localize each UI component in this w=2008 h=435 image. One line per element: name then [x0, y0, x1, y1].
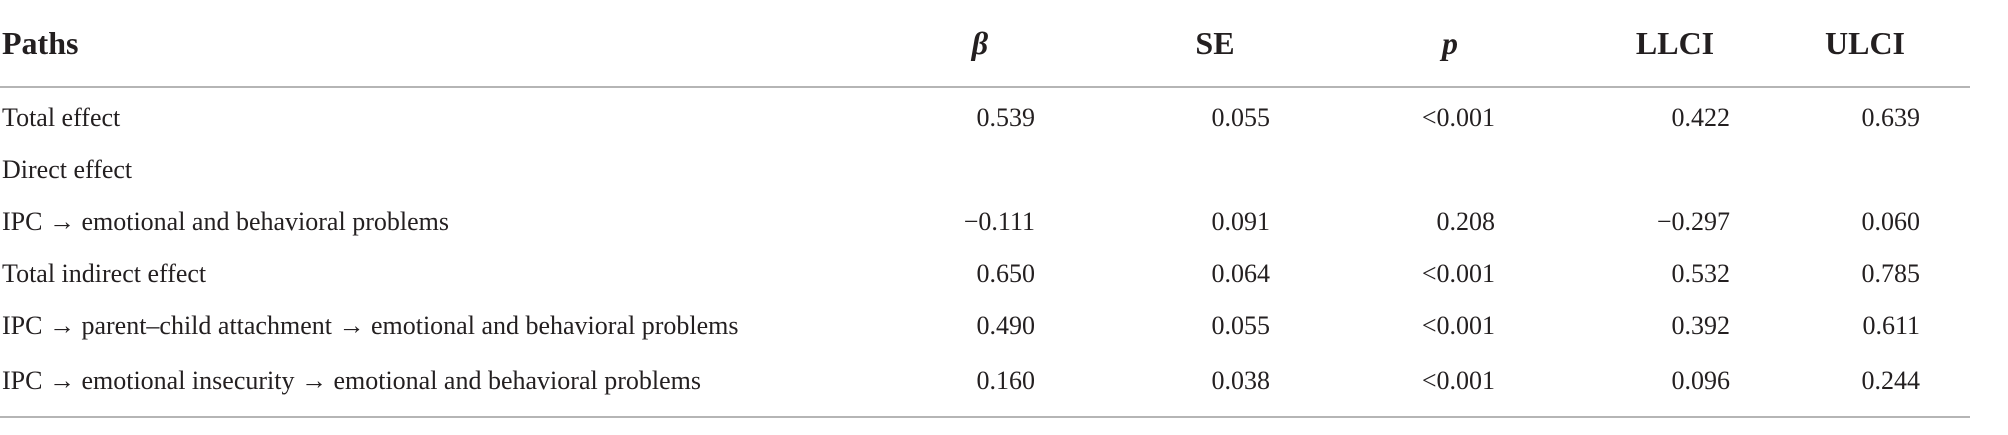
table-row: Total indirect effect 0.650 0.064 <0.001…: [0, 248, 1970, 300]
value-beta: 0.490: [976, 311, 1036, 340]
cell-beta: 0.539: [840, 87, 1120, 144]
table-row: Total effect 0.539 0.055 <0.001 0.422 0.…: [0, 87, 1970, 144]
cell-ulci: 0.611: [1760, 300, 1970, 352]
cell-path: IPC → emotional and behavioral problems: [2, 207, 449, 236]
cell-p: [1310, 144, 1590, 196]
value-p: <0.001: [1421, 103, 1495, 132]
table-row: IPC → emotional and behavioral problems …: [0, 196, 1970, 248]
cell-p: 0.208: [1310, 196, 1590, 248]
table-row: IPC → parent–child attachment → emotiona…: [0, 300, 1970, 352]
cell-se: 0.055: [1120, 87, 1310, 144]
cell-ulci: 0.244: [1760, 352, 1970, 418]
value-beta: 0.160: [976, 366, 1036, 395]
value-llci: 0.096: [1671, 366, 1731, 395]
value-p: 0.208: [1436, 207, 1496, 236]
value-beta: −0.111: [963, 207, 1035, 236]
header-p: p: [1310, 0, 1590, 88]
header-se: SE: [1120, 0, 1310, 88]
value-p: <0.001: [1421, 366, 1495, 395]
cell-beta: 0.490: [840, 300, 1120, 352]
cell-p: <0.001: [1310, 87, 1590, 144]
cell-se: 0.064: [1120, 248, 1310, 300]
table-row: IPC → emotional insecurity → emotional a…: [0, 352, 1970, 418]
value-beta: 0.650: [976, 259, 1036, 288]
header-paths: Paths: [0, 0, 840, 88]
cell-se: 0.038: [1120, 352, 1310, 418]
cell-se: [1120, 144, 1310, 196]
cell-ulci: [1760, 144, 1970, 196]
value-ulci: 0.785: [1861, 259, 1921, 288]
value-ulci: 0.244: [1861, 366, 1921, 395]
cell-beta: [840, 144, 1120, 196]
cell-se: 0.055: [1120, 300, 1310, 352]
cell-path: IPC → emotional insecurity → emotional a…: [0, 352, 840, 418]
cell-path: Direct effect: [2, 155, 133, 184]
cell-path: Total indirect effect: [2, 259, 207, 288]
value-ulci: 0.639: [1861, 103, 1921, 132]
cell-llci: 0.392: [1590, 300, 1760, 352]
cell-llci: [1590, 144, 1760, 196]
value-se: 0.055: [1211, 311, 1271, 340]
cell-p: <0.001: [1310, 352, 1590, 418]
cell-beta: 0.160: [840, 352, 1120, 418]
mediation-effects-table: Paths β SE p LLCI ULCI Total effect 0.53…: [0, 0, 1970, 418]
cell-beta: 0.650: [840, 248, 1120, 300]
value-ulci: 0.611: [1862, 311, 1920, 340]
value-se: 0.038: [1211, 366, 1271, 395]
header-beta: β: [840, 0, 1120, 88]
value-se: 0.091: [1211, 207, 1271, 236]
value-ulci: 0.060: [1861, 207, 1921, 236]
cell-se: 0.091: [1120, 196, 1310, 248]
header-llci: LLCI: [1590, 0, 1760, 88]
cell-p: <0.001: [1310, 248, 1590, 300]
value-p: <0.001: [1421, 259, 1495, 288]
cell-llci: 0.422: [1590, 87, 1760, 144]
value-llci: −0.297: [1656, 207, 1730, 236]
value-beta: 0.539: [976, 103, 1036, 132]
value-llci: 0.392: [1671, 311, 1731, 340]
header-ulci: ULCI: [1760, 0, 1970, 88]
cell-path: IPC → parent–child attachment → emotiona…: [2, 311, 739, 340]
cell-llci: 0.096: [1590, 352, 1760, 418]
cell-ulci: 0.639: [1760, 87, 1970, 144]
value-p: <0.001: [1421, 311, 1495, 340]
value-llci: 0.422: [1671, 103, 1731, 132]
table-row: Direct effect: [0, 144, 1970, 196]
value-se: 0.055: [1211, 103, 1271, 132]
cell-llci: 0.532: [1590, 248, 1760, 300]
table-body: Total effect 0.539 0.055 <0.001 0.422 0.…: [0, 87, 1970, 418]
cell-ulci: 0.060: [1760, 196, 1970, 248]
cell-ulci: 0.785: [1760, 248, 1970, 300]
value-llci: 0.532: [1671, 259, 1731, 288]
table-header: Paths β SE p LLCI ULCI: [0, 0, 1970, 88]
cell-beta: −0.111: [840, 196, 1120, 248]
cell-p: <0.001: [1310, 300, 1590, 352]
value-se: 0.064: [1211, 259, 1271, 288]
cell-llci: −0.297: [1590, 196, 1760, 248]
cell-path: Total effect: [2, 103, 121, 132]
header-row: Paths β SE p LLCI ULCI: [0, 0, 1970, 88]
